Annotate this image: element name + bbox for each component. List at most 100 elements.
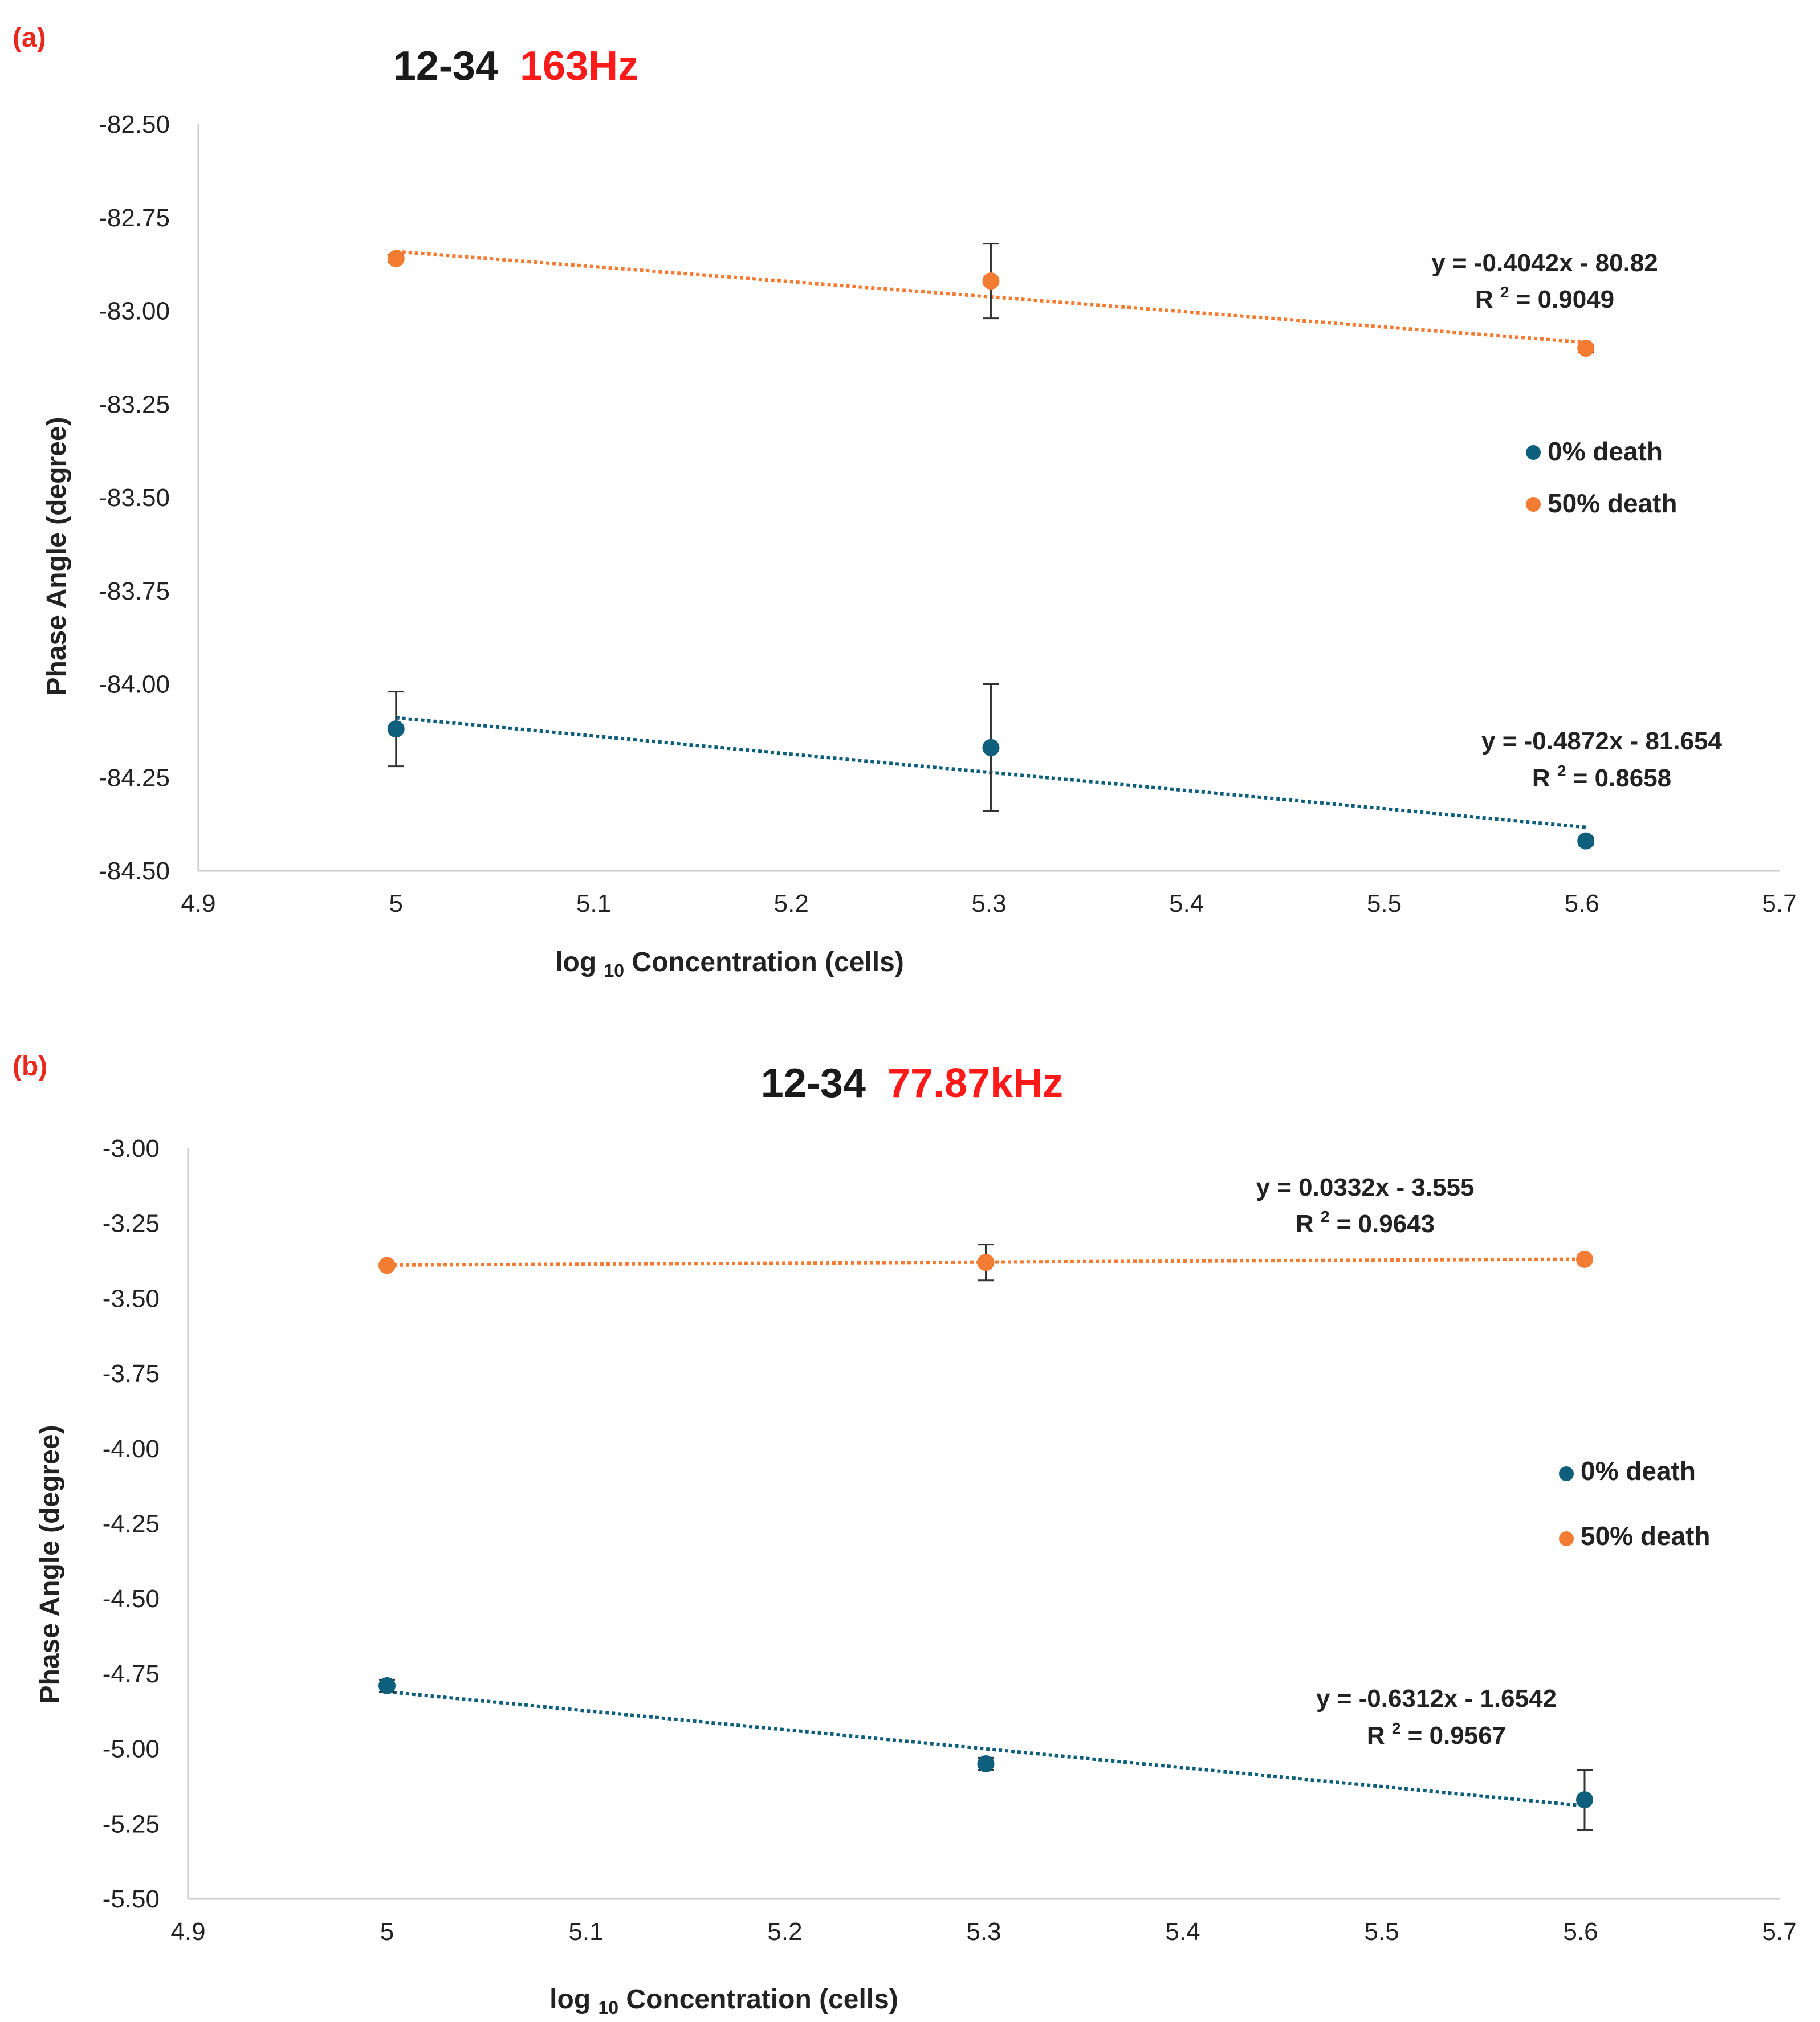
data-point-0-death: [1575, 1791, 1593, 1809]
x-tick-label: 5.1: [576, 890, 611, 918]
panel-a-equation-50-line1: y = -0.4042x - 80.82: [1431, 249, 1658, 277]
panel-b: (b) 12-34 77.87kHz -3.00-3.25-3.50-3.75-…: [13, 1051, 1797, 2020]
x-tick-label: 4.9: [170, 1918, 205, 1946]
legend-label-50: 50% death: [1581, 1521, 1711, 1551]
panel-a-x-tick-labels: 4.9 5 5.1 5.2 5.3 5.4 5.5 5.6 5.7: [181, 890, 1797, 918]
data-point-0-death: [977, 1755, 995, 1772]
data-point-0-death: [378, 1677, 396, 1694]
panel-a-equation-0-r2: R 2 = 0.8658: [1532, 754, 1671, 792]
y-tick-label: -83.50: [99, 484, 170, 512]
r2-prefix: R: [1296, 1210, 1314, 1238]
r2-sup: 2: [1557, 762, 1566, 780]
x-tick-label: 5.6: [1565, 890, 1599, 918]
panel-a-label: (a): [13, 23, 46, 53]
y-tick-label: -4.25: [103, 1510, 160, 1538]
panel-a-legend: 0% death 50% death: [1526, 437, 1678, 518]
panel-a-x-axis-label-rest: Concentration (cells): [632, 947, 903, 977]
y-tick-label: -83.25: [99, 390, 170, 418]
panel-b-y-axis-label: Phase Angle (degree): [35, 1425, 65, 1703]
r2-sup: 2: [1392, 1719, 1401, 1737]
panel-b-equation-50-r2: R 2 = 0.9643: [1296, 1200, 1435, 1238]
x-tick-label: 5.5: [1367, 890, 1402, 918]
y-tick-label: -84.00: [99, 671, 170, 699]
y-tick-label: -3.25: [103, 1210, 160, 1238]
data-point-50-death: [1575, 1250, 1593, 1268]
x-tick-label: 5.4: [1169, 890, 1204, 918]
y-tick-label: -3.75: [103, 1360, 160, 1388]
r2-prefix: R: [1532, 764, 1550, 792]
x-tick-label: 5: [380, 1918, 394, 1946]
panel-a: (a) 12-34 163Hz -82.50 -82.75 -83.00 -83.25…: [13, 23, 1797, 983]
y-tick-label: -83.75: [99, 577, 170, 605]
legend-label-50: 50% death: [1548, 488, 1678, 518]
x-tick-label: 5.3: [966, 1918, 1001, 1946]
panel-a-x-axis-label-sub: 10: [604, 960, 624, 981]
legend-marker-0: [1526, 445, 1541, 460]
panel-b-points: [378, 1250, 1593, 1809]
r2-sup: 2: [1500, 283, 1509, 301]
data-point-0-death: [387, 720, 405, 738]
panel-b-x-axis-label: log 10 Concentration (cells): [549, 1984, 898, 2020]
data-point-50-death: [982, 272, 1000, 290]
y-tick-label: -83.00: [99, 297, 170, 325]
data-point-50-death: [378, 1257, 396, 1274]
y-tick-label: -3.50: [103, 1285, 160, 1312]
panel-a-axes: [197, 124, 1780, 872]
legend-label-0: 0% death: [1581, 1456, 1696, 1486]
panel-a-title-prefix: 12-34: [393, 43, 498, 89]
data-point-50-death: [387, 250, 405, 267]
legend-marker-50: [1559, 1531, 1574, 1546]
y-tick-label: -5.25: [103, 1810, 160, 1838]
panel-b-x-tick-labels: 4.9 5 5.1 5.2 5.3 5.4 5.5 5.6 5.7: [170, 1918, 1797, 1946]
y-tick-label: -5.50: [103, 1885, 160, 1913]
r2-value: = 0.9049: [1516, 286, 1615, 313]
r2-prefix: R: [1367, 1722, 1385, 1750]
data-point-50-death: [1577, 340, 1595, 357]
panel-a-equation-50-r2: R 2 = 0.9049: [1475, 275, 1614, 313]
panel-b-equation-50-line1: y = 0.0332x - 3.555: [1256, 1173, 1475, 1201]
x-tick-label: 5.6: [1563, 1918, 1598, 1946]
x-tick-label: 5: [389, 890, 403, 918]
y-tick-label: -4.75: [103, 1660, 160, 1688]
x-tick-label: 5.2: [767, 1918, 802, 1946]
panel-a-x-axis-label-log: log: [555, 947, 596, 977]
panel-a-points: [387, 250, 1595, 850]
y-tick-label: -5.00: [103, 1735, 160, 1763]
panel-b-axes: [187, 1148, 1780, 1900]
legend-label-0: 0% death: [1548, 437, 1663, 466]
x-tick-label: 5.2: [774, 890, 809, 918]
x-tick-label: 5.5: [1364, 1918, 1399, 1946]
r2-value: = 0.8658: [1573, 764, 1672, 792]
panel-a-y-axis-label: Phase Angle (degree): [42, 417, 72, 695]
y-tick-label: -84.25: [99, 764, 170, 792]
r2-prefix: R: [1475, 286, 1493, 313]
y-tick-label: -82.50: [99, 111, 170, 138]
x-tick-label: 5.7: [1762, 890, 1797, 918]
panel-b-equation-0-line1: y = -0.6312x - 1.6542: [1316, 1685, 1557, 1713]
panel-b-equation-0-r2: R 2 = 0.9567: [1367, 1711, 1506, 1750]
panel-b-x-axis-label-sub: 10: [598, 1997, 618, 2018]
panel-b-title-frequency: 77.87kHz: [887, 1061, 1063, 1106]
panel-a-x-axis-label: log 10 Concentration (cells): [555, 947, 904, 983]
r2-value: = 0.9643: [1337, 1210, 1435, 1238]
r2-value: = 0.9567: [1408, 1722, 1507, 1750]
y-tick-label: -4.50: [103, 1585, 160, 1613]
y-tick-label: -4.00: [103, 1435, 160, 1463]
panel-b-y-tick-labels: -3.00 -3.25 -3.50 -3.75 -4.00 -4.25 -4.50 -4.75…: [103, 1135, 160, 1913]
y-tick-label: -84.50: [99, 857, 170, 885]
panel-b-title-prefix: 12-34: [761, 1061, 866, 1106]
panel-b-x-axis-label-log: log: [549, 1984, 591, 2015]
data-point-0-death: [1577, 832, 1595, 850]
panel-a-y-tick-labels: -82.50 -82.75 -83.00 -83.25 -83.50 -83.75 -84.…: [99, 111, 170, 885]
y-tick-label: -3.00: [103, 1135, 160, 1163]
panel-b-label: (b): [13, 1051, 47, 1082]
legend-marker-0: [1559, 1466, 1574, 1481]
data-point-50-death: [977, 1254, 995, 1271]
panel-b-title: 12-34 77.87kHz: [761, 1061, 1063, 1106]
data-point-0-death: [982, 739, 1000, 756]
panel-a-title-frequency: 163Hz: [520, 43, 638, 89]
panel-b-legend: 0% death 50% death: [1559, 1456, 1711, 1551]
x-tick-label: 5.1: [568, 1918, 603, 1946]
x-tick-label: 5.7: [1762, 1918, 1797, 1946]
